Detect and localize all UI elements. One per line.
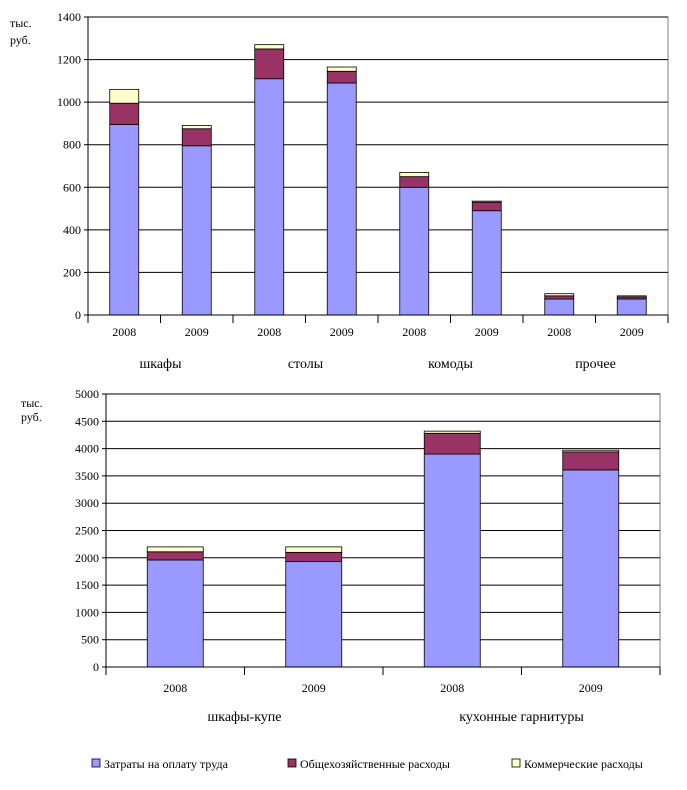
y-tick-label: 2000 <box>75 551 99 565</box>
group-label: шкафы <box>139 357 182 372</box>
bars <box>146 430 620 668</box>
bar-segment-commercial <box>471 200 502 203</box>
y-tick-label: 5000 <box>75 387 99 401</box>
group-labels: шкафы столы комоды прочее <box>139 357 615 372</box>
bar-segment-labor <box>181 145 212 316</box>
x-tick-labels: 2008 2009 2008 2009 2008 2009 2008 2009 <box>112 325 644 339</box>
x-tick-label: 2008 <box>163 681 187 695</box>
x-tick-label: 2009 <box>620 325 644 339</box>
y-tick-label: 400 <box>63 223 81 237</box>
y-tick-label: 3500 <box>75 469 99 483</box>
unit-label-line1: тыс. <box>21 396 43 410</box>
y-tick-label: 1000 <box>57 95 81 109</box>
y-tick-labels: 0 200 400 600 800 1000 1200 1400 <box>57 10 81 322</box>
legend-swatch-labor <box>91 758 101 768</box>
bar-segment-labor <box>146 559 204 668</box>
x-tick-label: 2008 <box>440 681 464 695</box>
bar-segment-overhead <box>399 176 430 188</box>
y-tick-label: 4500 <box>75 414 99 428</box>
bar-segment-overhead <box>254 48 285 80</box>
y-tick-label: 3000 <box>75 496 99 510</box>
bar-segment-overhead <box>471 201 502 212</box>
x-tick-label: 2009 <box>330 325 354 339</box>
bar-segment-commercial <box>562 449 620 453</box>
legend-swatch-overhead <box>287 758 297 768</box>
x-tick-label: 2008 <box>257 325 281 339</box>
bar-segment-commercial <box>181 125 212 130</box>
y-tick-label: 200 <box>63 265 81 279</box>
unit-label-line2: руб. <box>10 33 31 47</box>
bar-segment-commercial <box>423 430 481 434</box>
y-tick-label: 0 <box>93 660 99 674</box>
bar-segment-labor <box>471 210 502 316</box>
y-tick-labels: 0 500 1000 1500 2000 2500 3000 3500 4000 4500 5000 <box>75 387 99 674</box>
bar-segment-overhead <box>181 128 212 147</box>
legend-swatch-commercial <box>511 758 521 768</box>
legend: Затраты на оплату труда Общехозяйственны… <box>91 757 643 771</box>
y-tick-label: 1400 <box>57 10 81 24</box>
bar-segment-commercial <box>399 171 430 178</box>
grid-lines <box>87 16 669 316</box>
bar-segment-overhead <box>423 432 481 455</box>
y-tick-label: 500 <box>81 633 99 647</box>
unit-label-line2: руб. <box>21 410 42 424</box>
x-tick-label: 2009 <box>579 681 603 695</box>
axes <box>84 16 669 323</box>
bar-segment-labor <box>544 298 575 316</box>
y-tick-label: 1500 <box>75 578 99 592</box>
y-tick-label: 0 <box>75 308 81 322</box>
group-label: кухонные гарнитуры <box>459 710 584 725</box>
bar-segment-overhead <box>326 70 357 84</box>
plot-area <box>87 16 669 316</box>
bar-segment-overhead <box>544 295 575 300</box>
x-tick-label: 2008 <box>547 325 571 339</box>
group-label: комоды <box>428 357 473 372</box>
x-tick-label: 2009 <box>185 325 209 339</box>
unit-label-line1: тыс. <box>10 16 32 30</box>
y-tick-label: 4000 <box>75 442 99 456</box>
bar-segment-labor <box>326 82 357 316</box>
bar-segment-labor <box>399 186 430 316</box>
chart-top: тыс. руб. 0 200 400 600 800 1000 1200 1400 2008… <box>10 10 669 372</box>
y-tick-label: 1200 <box>57 53 81 67</box>
bar-segment-labor <box>616 298 647 316</box>
bar-segment-labor <box>109 124 140 316</box>
bar-segment-commercial <box>616 295 647 298</box>
legend-label-commercial: Коммерческие расходы <box>524 757 643 771</box>
group-label: прочее <box>575 357 616 372</box>
bar-segment-commercial <box>285 546 343 553</box>
group-labels: шкафы-купе кухонные гарнитуры <box>207 710 584 725</box>
bar-segment-commercial <box>544 293 575 297</box>
y-tick-label: 800 <box>63 138 81 152</box>
x-tick-label: 2008 <box>112 325 136 339</box>
x-tick-label: 2009 <box>302 681 326 695</box>
y-tick-label: 600 <box>63 180 81 194</box>
chart-bottom: тыс. руб. 0 500 1000 1500 2000 2500 3000 3500 40… <box>21 387 661 725</box>
group-label: шкафы-купе <box>207 710 281 725</box>
bar-segment-labor <box>285 561 343 668</box>
axes <box>102 393 661 675</box>
bar-segment-commercial <box>146 546 204 553</box>
bar-segment-overhead <box>285 551 343 563</box>
x-tick-labels: 2008 2009 2008 2009 <box>163 681 603 695</box>
y-tick-label: 1000 <box>75 605 99 619</box>
y-tick-label: 2500 <box>75 524 99 538</box>
bar-segment-labor <box>423 453 481 668</box>
bar-segment-commercial <box>326 66 357 72</box>
bars <box>109 44 647 316</box>
x-tick-label: 2008 <box>402 325 426 339</box>
bar-segment-overhead <box>146 551 204 561</box>
x-tick-label: 2009 <box>475 325 499 339</box>
legend-label-overhead: Общехозяйственные расходы <box>300 757 450 771</box>
bar-segment-commercial <box>254 44 285 50</box>
bar-segment-labor <box>562 469 620 668</box>
bar-segment-overhead <box>109 102 140 125</box>
bar-segment-commercial <box>109 88 140 104</box>
bar-segment-labor <box>254 78 285 316</box>
group-label: столы <box>288 357 324 372</box>
bar-segment-overhead <box>562 451 620 471</box>
legend-label-labor: Затраты на оплату труда <box>104 757 229 771</box>
